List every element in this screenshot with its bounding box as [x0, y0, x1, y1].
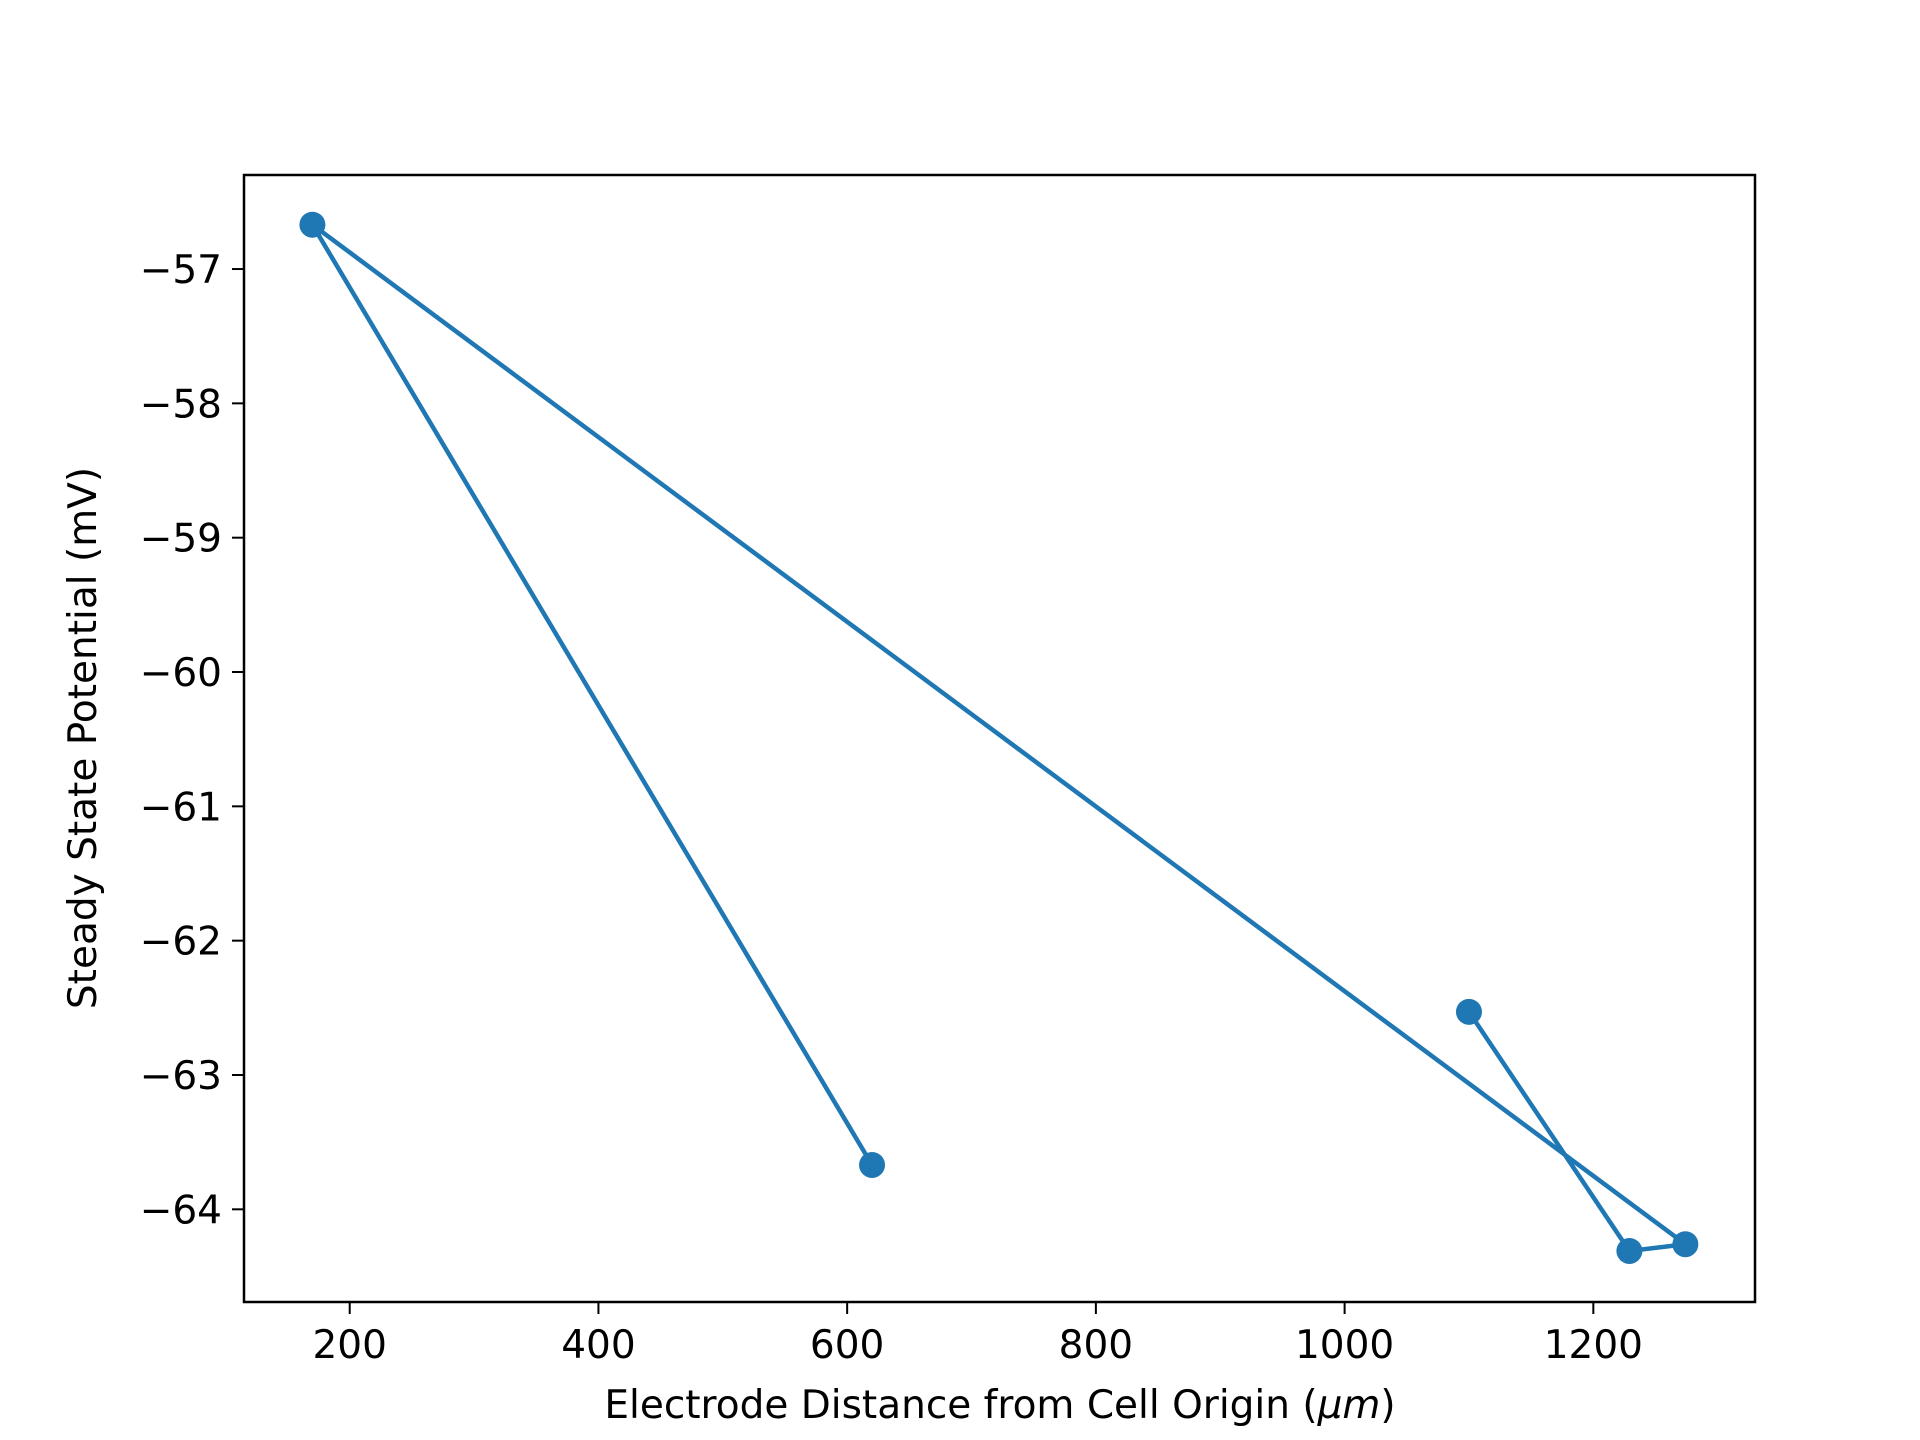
- x-axis-label: Electrode Distance from Cell Origin (μm): [604, 1383, 1395, 1428]
- data-point: [299, 211, 326, 238]
- y-tick-label: −58: [140, 382, 222, 427]
- y-axis-label: Steady State Potential (mV): [61, 467, 106, 1009]
- x-tick-label: 1200: [1544, 1323, 1643, 1368]
- x-tick-label: 200: [312, 1323, 386, 1368]
- data-point: [1672, 1231, 1699, 1258]
- y-tick-label: −60: [140, 651, 222, 696]
- x-axis-label-unit: μm: [1317, 1383, 1381, 1428]
- y-tick-label: −57: [140, 248, 222, 293]
- y-tick-label: −64: [140, 1188, 222, 1233]
- axes-frame: [242, 173, 1757, 1304]
- data-point: [1616, 1237, 1643, 1264]
- plot-area: [299, 211, 1699, 1264]
- data-point: [859, 1151, 886, 1178]
- x-tick-label: 1000: [1295, 1323, 1394, 1368]
- x-tick-label: 800: [1059, 1323, 1133, 1368]
- x-axis-ticks: 200 400 600 800 1000 1200: [312, 1302, 1643, 1368]
- x-tick-label: 600: [810, 1323, 884, 1368]
- x-tick-label: 400: [561, 1323, 635, 1368]
- y-tick-label: −59: [140, 517, 222, 562]
- y-axis-ticks: −57 −58 −59 −60 −61 −62 −63 −64: [140, 248, 244, 1233]
- y-tick-label: −61: [140, 785, 222, 830]
- data-point: [1455, 998, 1482, 1025]
- y-tick-label: −62: [140, 920, 222, 965]
- y-tick-label: −63: [140, 1054, 222, 1099]
